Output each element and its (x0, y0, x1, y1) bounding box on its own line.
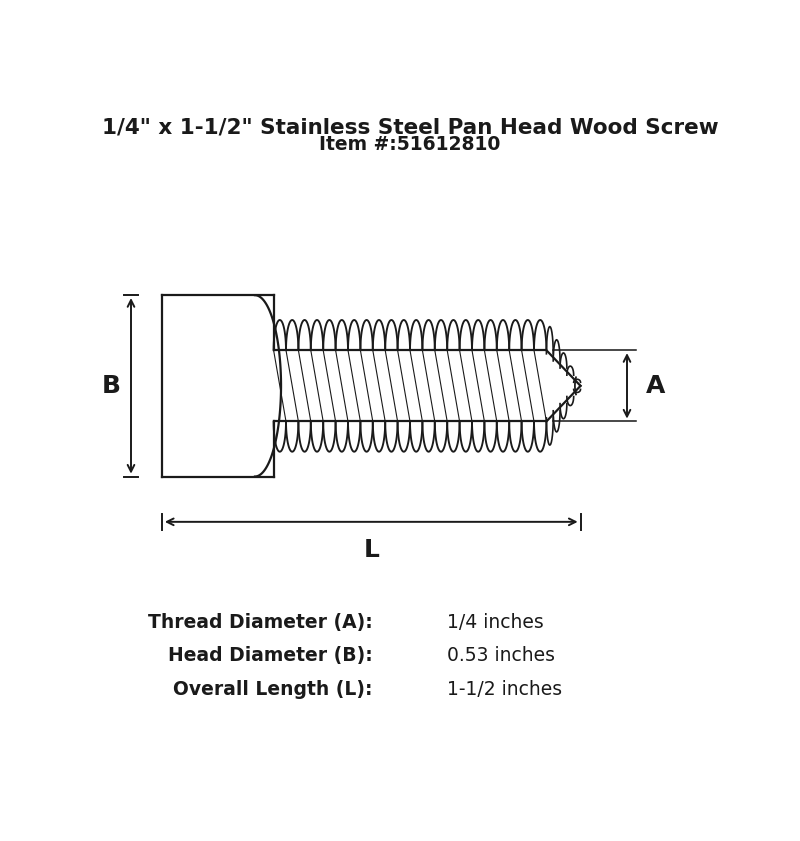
Text: 1/4 inches: 1/4 inches (447, 613, 544, 632)
Text: Head Diameter (B):: Head Diameter (B): (168, 647, 373, 665)
Text: Overall Length (L):: Overall Length (L): (174, 680, 373, 699)
Text: 1-1/2 inches: 1-1/2 inches (447, 680, 562, 699)
Text: 1/4" x 1-1/2" Stainless Steel Pan Head Wood Screw: 1/4" x 1-1/2" Stainless Steel Pan Head W… (102, 117, 718, 137)
Text: L: L (363, 538, 379, 562)
Text: 0.53 inches: 0.53 inches (447, 647, 555, 665)
Text: Item #:51612810: Item #:51612810 (319, 135, 501, 154)
Text: A: A (646, 374, 665, 398)
Text: Thread Diameter (A):: Thread Diameter (A): (148, 613, 373, 632)
Text: B: B (102, 374, 121, 398)
